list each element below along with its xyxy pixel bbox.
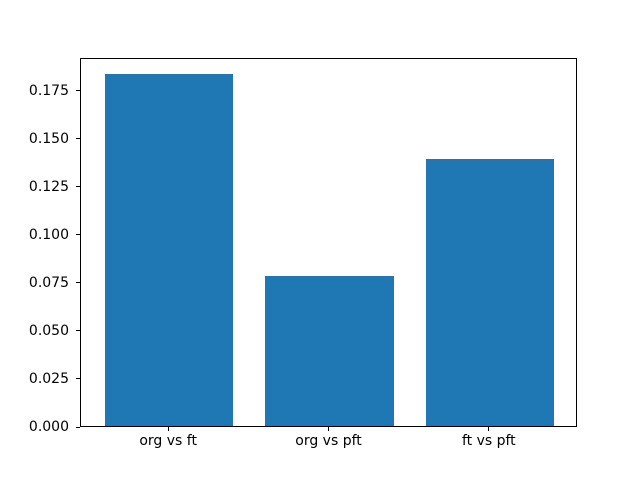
x-axis-tick-label: org vs pft — [295, 433, 362, 449]
x-axis-tick-mark — [167, 427, 169, 431]
bar-org-vs-ft — [105, 74, 234, 426]
y-axis-tick-mark — [76, 282, 80, 284]
y-axis-tick-label: 0.175 — [28, 82, 69, 99]
y-axis-tick-mark — [76, 378, 80, 380]
y-axis-tick-mark — [76, 330, 80, 332]
y-axis-tick-label: 0.075 — [28, 274, 69, 291]
y-axis-tick-mark — [76, 90, 80, 92]
y-axis-tick-mark — [76, 426, 80, 428]
y-axis-tick-label: 0.025 — [28, 370, 69, 387]
y-axis-tick-label: 0.150 — [28, 130, 69, 147]
y-axis-tick-mark — [76, 138, 80, 140]
y-axis-tick-label: 0.050 — [28, 322, 69, 339]
plot-area — [80, 58, 577, 427]
y-axis-tick-label: 0.125 — [28, 178, 69, 195]
bar-ft-vs-pft — [425, 158, 554, 426]
y-axis-tick-label: 0.100 — [28, 226, 69, 243]
x-axis-tick-mark — [488, 427, 490, 431]
x-axis-tick-mark — [328, 427, 329, 431]
y-axis-tick-mark — [76, 234, 80, 236]
x-axis-tick-label: org vs ft — [139, 433, 197, 449]
bar-org-vs-pft — [265, 276, 394, 426]
y-axis-tick-mark — [76, 186, 80, 188]
x-axis-tick-label: ft vs pft — [461, 433, 516, 449]
y-axis-tick-label: 0.000 — [28, 419, 69, 435]
